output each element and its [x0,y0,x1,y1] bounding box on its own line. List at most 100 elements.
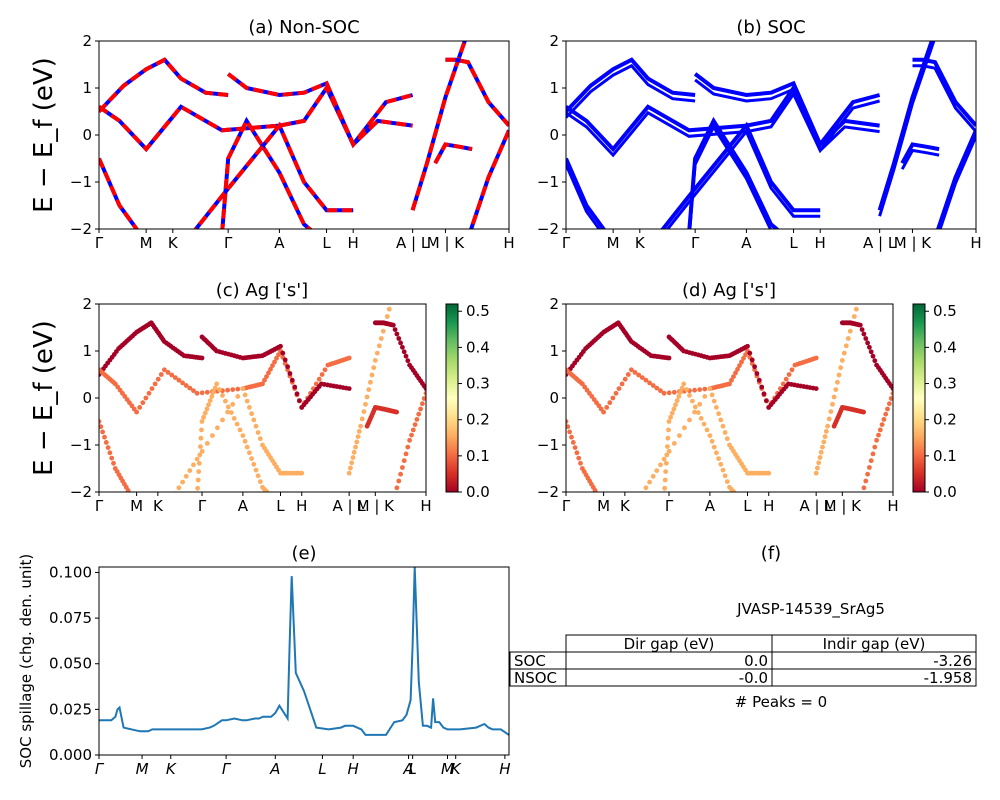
projected-point [394,409,399,415]
projected-point [107,450,113,456]
projected-point [274,355,279,361]
x-tick-label: M [140,234,153,252]
projected-point [183,383,189,388]
x-tick-label: A [274,234,285,252]
band-line-soc [693,72,880,148]
projected-point [237,427,243,433]
projected-point [716,456,721,461]
ylabel-band-top: E − E_f (eV) [29,57,59,213]
projected-point [826,416,832,422]
band-line-down [410,41,467,211]
projected-point [99,424,104,430]
colorbar-tick-label: 0.0 [933,483,957,501]
projected-point [838,365,844,371]
projected-point [859,327,865,332]
projected-point [401,458,407,464]
projected-point [285,364,290,370]
projected-point [403,451,409,457]
y-tick-label: 0.025 [49,700,92,718]
panel-c-title: (c) Ag ['s'] [216,280,308,301]
y-tick-label: 0.050 [49,655,92,673]
x-tick-label: Γ [95,497,104,515]
projected-point [709,392,715,398]
projected-point [761,391,767,397]
projected-point [759,384,765,390]
projected-point [102,434,107,440]
projected-point [255,430,261,435]
band-line-soc-split [665,128,821,229]
projected-point [346,355,352,361]
projected-point [739,359,744,365]
projected-point [142,513,147,518]
projected-point [720,467,726,473]
projected-point [109,455,115,461]
projected-point [111,460,116,466]
projected-point [820,444,825,450]
y-tick-label: 1 [82,79,92,97]
band-line-soc-split [694,78,880,153]
projected-point [863,336,869,341]
projected-point [722,430,728,435]
projected-point [720,423,726,429]
x-tick-label: Γ [224,234,233,252]
projected-point [666,355,672,361]
projected-point [718,417,724,423]
projected-point [681,381,687,387]
projected-point [662,477,668,483]
projected-point [673,402,678,408]
projected-point [865,340,870,346]
projected-point [704,427,710,433]
projected-point [358,423,363,429]
projected-point [196,469,202,474]
gap-table [509,634,977,687]
x-tick-label: H [970,234,981,252]
projected-point [825,423,830,429]
projected-point [400,344,405,350]
projected-point [199,427,204,433]
projected-point [199,390,205,396]
projected-point [722,473,728,479]
projected-point [199,355,205,361]
projected-point [707,386,713,391]
projected-point [752,364,757,370]
projected-point [198,444,203,449]
table-nsoc-dir: -0.0 [739,669,768,687]
projected-point [745,343,750,349]
projected-point [103,440,109,445]
projected-point [678,389,683,395]
projected-point [280,350,286,356]
projected-point [662,485,667,491]
projected-point [604,405,610,410]
projected-point [211,389,216,395]
x-tick-label: A [705,497,716,515]
projected-point [733,370,738,376]
spillage-line [99,567,509,736]
projected-point [845,336,851,341]
y-tick-label: −1 [537,173,559,191]
projected-point [616,386,622,391]
projected-point [874,437,879,443]
projected-point [270,495,275,500]
projected-point [789,367,795,373]
panel-f-title: (f) [761,543,781,564]
projected-point [368,379,373,385]
projected-point [786,372,792,377]
projected-point [687,417,692,423]
projected-point [364,394,370,400]
projected-point [867,465,872,470]
projected-point [292,384,298,390]
y-tick-label: 1 [549,79,559,97]
projected-point [883,411,889,417]
y-tick-label: 0 [549,126,559,144]
projected-point [647,380,652,386]
projected-point [405,358,411,364]
projected-point [813,386,819,391]
projected-point [702,386,708,392]
panel-d-title: (d) Ag ['s'] [682,280,776,301]
table-cell-nsoc-indir [771,668,977,687]
projected-point [212,385,218,391]
projected-point [418,406,423,412]
